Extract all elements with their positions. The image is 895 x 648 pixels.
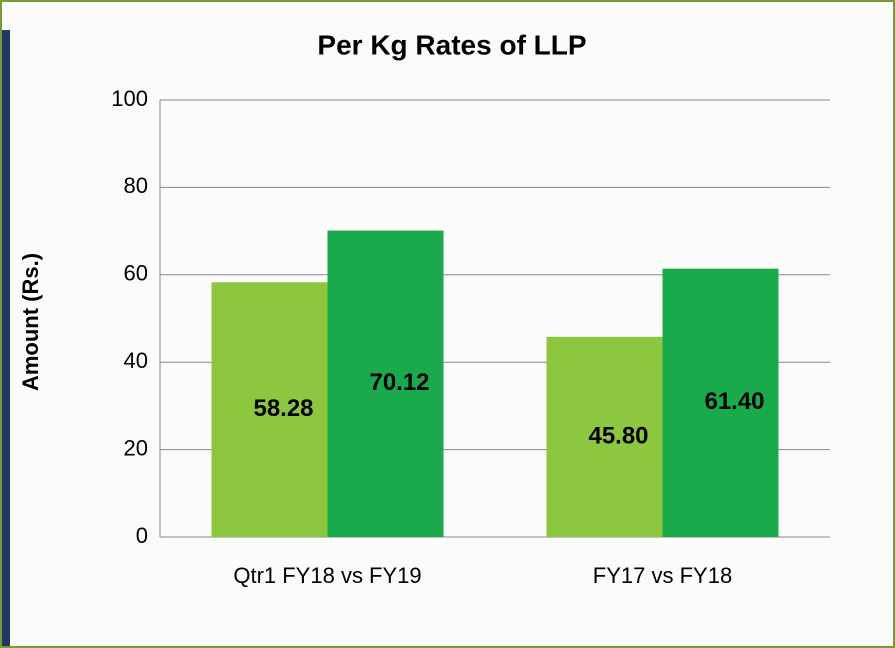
bar (662, 268, 779, 537)
data-label: 70.12 (369, 369, 429, 396)
y-tick-label: 40 (124, 348, 148, 373)
y-tick-label: 0 (136, 523, 148, 548)
y-tick-label: 60 (124, 261, 148, 286)
data-label: 61.40 (704, 388, 764, 415)
y-tick-label: 20 (124, 435, 148, 460)
y-tick-label: 100 (111, 86, 148, 111)
bar (546, 336, 663, 537)
bar (327, 230, 444, 537)
x-tick-label: Qtr1 FY18 vs FY19 (233, 563, 421, 588)
y-axis-label: Amount (Rs.) (18, 253, 43, 391)
y-tick-label: 80 (124, 173, 148, 198)
side-bar (2, 30, 10, 646)
data-label: 45.80 (588, 422, 648, 449)
data-label: 58.28 (253, 395, 313, 422)
bar (211, 282, 328, 537)
x-tick-label: FY17 vs FY18 (593, 563, 732, 588)
chart-title: Per Kg Rates of LLP (317, 29, 586, 60)
